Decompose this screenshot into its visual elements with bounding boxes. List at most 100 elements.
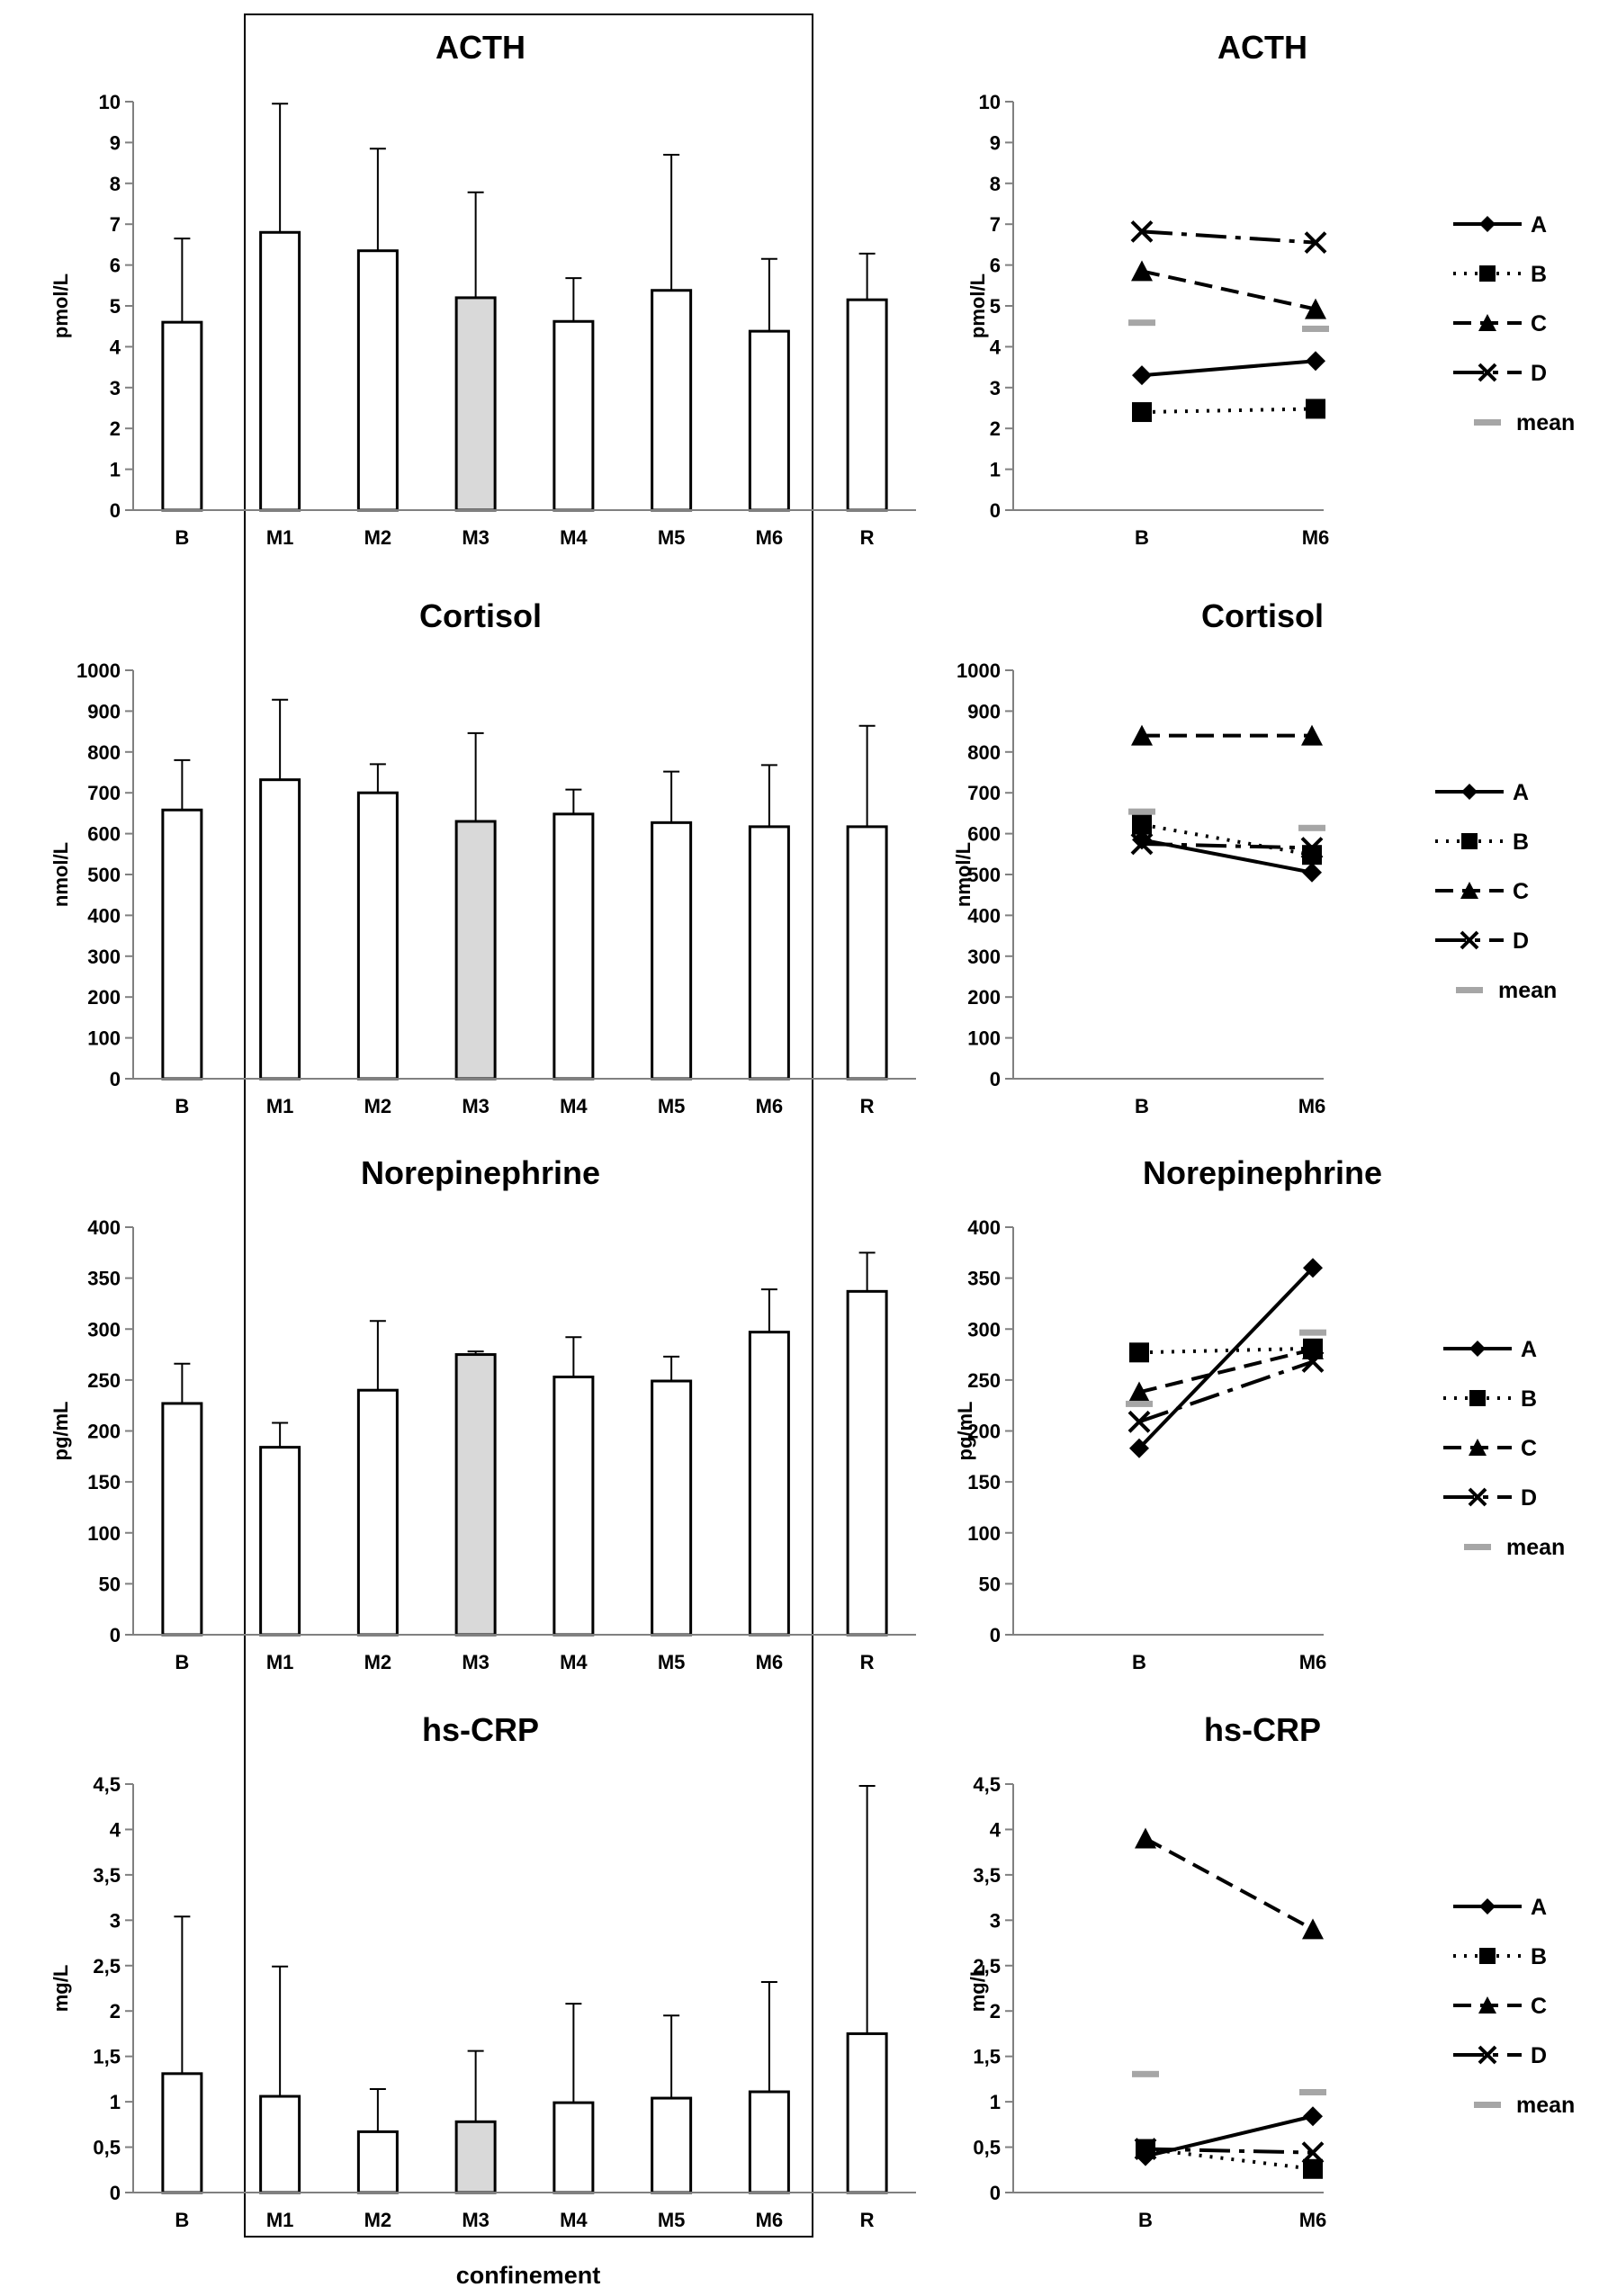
- y-tick-label: 250: [87, 1369, 121, 1392]
- legend-label: B: [1531, 1944, 1547, 1969]
- legend-label: A: [1521, 1337, 1537, 1362]
- chart-title: Cortisol: [1201, 597, 1324, 634]
- y-tick-label: 200: [87, 1421, 121, 1443]
- bar-m4: [552, 812, 595, 1081]
- y-tick-label: 2: [990, 2000, 1001, 2022]
- data-point-a: [1303, 1258, 1323, 1278]
- legend-marker-b: [1461, 833, 1478, 849]
- y-tick-label: 350: [967, 1268, 1001, 1290]
- bar-m2: [356, 791, 399, 1081]
- x-tick-label: M2: [364, 526, 392, 549]
- legend-label: D: [1531, 2043, 1547, 2068]
- mean-marker: [1299, 1329, 1326, 1336]
- y-tick-label: 3,5: [973, 1864, 1001, 1887]
- legend-marker-a: [1469, 1341, 1486, 1357]
- data-point-b: [1302, 845, 1322, 865]
- bar-m4: [552, 1375, 595, 1637]
- data-point-d: [1134, 2138, 1157, 2160]
- mean-marker: [1132, 2070, 1159, 2077]
- y-tick-label: 900: [967, 700, 1001, 722]
- y-tick-label: 400: [87, 1216, 121, 1239]
- bar-b: [161, 1402, 203, 1637]
- x-tick-label: M4: [560, 526, 588, 549]
- series-line-a: [1141, 359, 1316, 378]
- x-tick-label: M2: [364, 1651, 392, 1673]
- y-tick-label: 0: [110, 1068, 121, 1090]
- y-tick-label: 800: [967, 741, 1001, 764]
- y-tick-label: 500: [967, 864, 1001, 886]
- legend-marker-c: [1478, 314, 1496, 331]
- series-line-b: [1145, 2147, 1314, 2171]
- series-line-b: [1141, 407, 1316, 415]
- y-tick-label: 350: [87, 1268, 121, 1290]
- y-tick-label: 300: [967, 1318, 1001, 1341]
- bar-m2: [356, 2130, 399, 2194]
- bar-m3: [454, 1353, 497, 1637]
- x-tick-label: M5: [658, 526, 686, 549]
- x-tick-label: M1: [266, 526, 294, 549]
- y-tick-label: 3,5: [93, 1864, 121, 1887]
- y-tick-label: 300: [87, 946, 121, 968]
- x-tick-label: B: [1132, 1651, 1146, 1673]
- bar-m4: [552, 2101, 595, 2194]
- y-tick-label: 1: [990, 459, 1001, 481]
- y-tick-label: 1000: [76, 659, 121, 682]
- y-tick-label: 3: [110, 1909, 121, 1932]
- data-point-d: [1301, 1350, 1325, 1373]
- y-tick-label: 1000: [957, 659, 1001, 682]
- y-tick-label: 10: [99, 91, 121, 113]
- bar-m3: [454, 296, 497, 512]
- bar-m5: [651, 289, 693, 512]
- bar-r: [846, 825, 888, 1081]
- y-tick-label: 4,5: [973, 1773, 1001, 1796]
- x-tick-label: M6: [1302, 526, 1330, 549]
- legend-label: C: [1521, 1436, 1537, 1461]
- mean-marker: [1298, 824, 1325, 831]
- x-tick-label: M6: [756, 1651, 784, 1673]
- y-tick-label: 8: [990, 173, 1001, 195]
- x-tick-label: B: [175, 2209, 189, 2231]
- data-point-d: [1304, 231, 1327, 255]
- bar-m2: [356, 1388, 399, 1637]
- y-axis-label: pmol/L: [966, 274, 989, 338]
- x-tick-label: M5: [658, 2209, 686, 2231]
- y-tick-label: 3: [990, 1909, 1001, 1932]
- data-point-c: [1131, 260, 1153, 282]
- bar-chart-cortisol: Cortisol 0 100 200 300 400 500 600 700 800 900 1000…: [49, 597, 916, 1117]
- x-tick-label: B: [175, 526, 189, 549]
- bar-m4: [552, 319, 595, 512]
- y-tick-label: 1: [990, 2091, 1001, 2113]
- x-tick-label: M1: [266, 2209, 294, 2231]
- series-line-c: [1141, 269, 1316, 311]
- y-tick-label: 0: [990, 2182, 1001, 2204]
- bar-m5: [651, 821, 693, 1081]
- y-tick-label: 200: [967, 986, 1001, 1009]
- chart-title: ACTH: [1217, 29, 1307, 66]
- x-tick-label: M4: [560, 1651, 588, 1673]
- bar-m1: [259, 230, 301, 512]
- x-tick-label: R: [860, 2209, 875, 2231]
- bar-chart-norepinephrine: Norepinephrine 0 50 100 150 200 250 300 350 400 pg…: [49, 1154, 916, 1673]
- bar-m5: [651, 1379, 693, 1637]
- y-axis-label: mg/L: [49, 1965, 72, 2013]
- y-tick-label: 2: [990, 417, 1001, 440]
- y-tick-label: 6: [110, 255, 121, 277]
- legend-marker-d: [1478, 2045, 1497, 2065]
- data-point-a: [1306, 351, 1325, 372]
- legend-label: mean: [1516, 410, 1575, 435]
- x-tick-label: M6: [756, 526, 784, 549]
- bar-m5: [651, 2096, 693, 2194]
- series-line-d: [1141, 229, 1316, 245]
- legend-label: C: [1531, 1994, 1547, 2019]
- legend-label: A: [1531, 212, 1547, 238]
- chart-title: hs-CRP: [1204, 1711, 1321, 1748]
- y-tick-label: 7: [990, 213, 1001, 236]
- series-line-b: [1138, 1346, 1314, 1355]
- y-tick-label: 0,5: [973, 2137, 1001, 2159]
- y-tick-label: 100: [87, 1522, 121, 1545]
- y-tick-label: 1: [110, 459, 121, 481]
- mean-marker: [1126, 1400, 1153, 1407]
- x-tick-label: R: [860, 1651, 875, 1673]
- y-tick-label: 400: [967, 1216, 1001, 1239]
